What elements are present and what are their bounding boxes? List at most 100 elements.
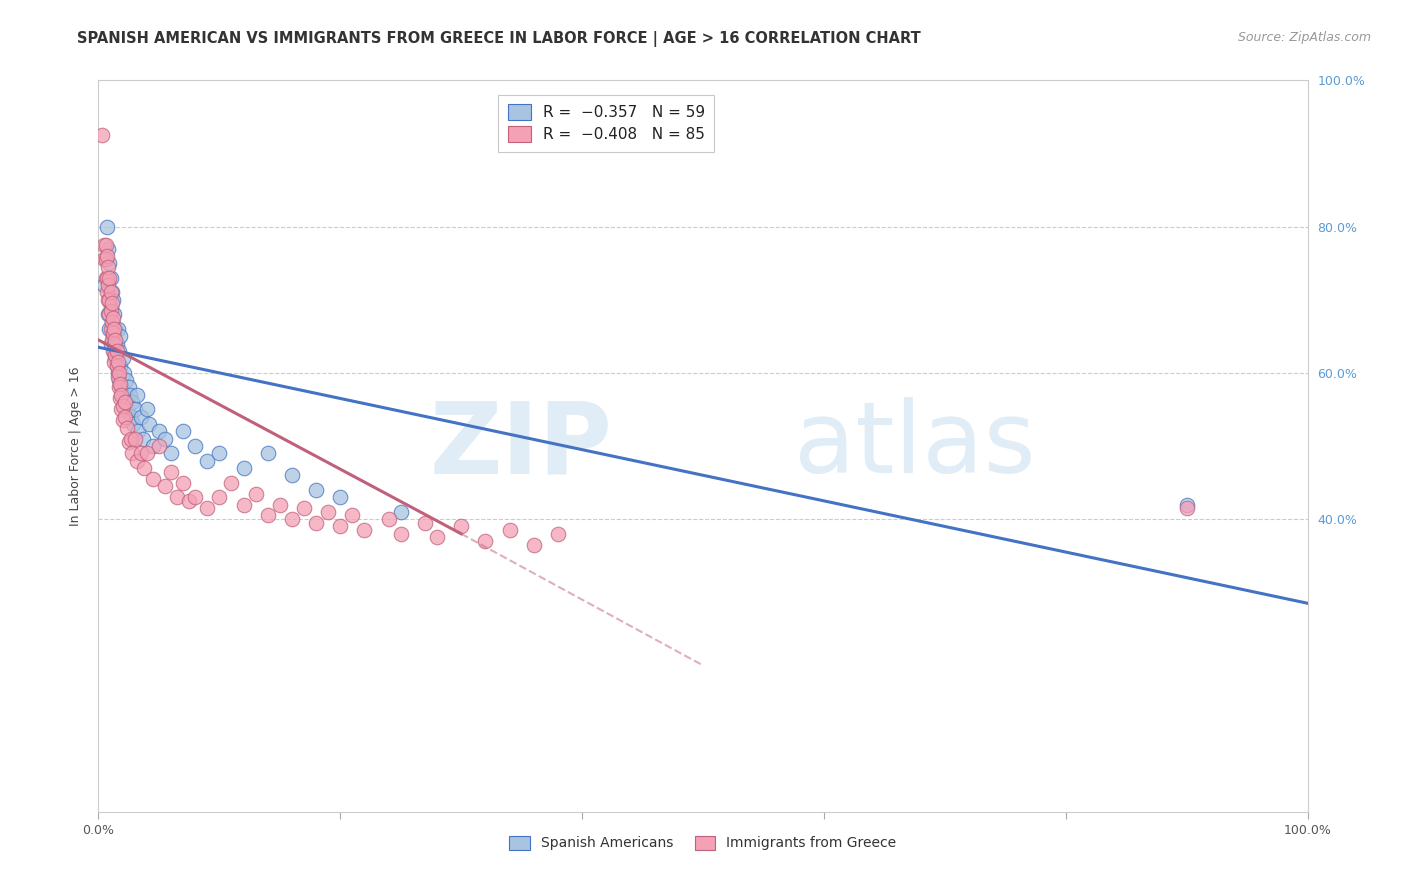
Point: [305, 516, 328, 530]
Point: [111, 351, 134, 366]
Point: [450, 519, 472, 533]
Point: [160, 465, 183, 479]
Point: [97, 260, 120, 274]
Point: [94, 252, 117, 267]
Point: [135, 402, 157, 417]
Point: [101, 293, 124, 307]
Point: [195, 501, 218, 516]
Point: [107, 366, 129, 380]
Point: [305, 483, 328, 497]
Point: [93, 252, 115, 267]
Point: [127, 388, 149, 402]
Point: [107, 355, 129, 369]
Point: [103, 343, 125, 358]
Point: [118, 435, 141, 450]
Point: [179, 494, 201, 508]
Text: Source: ZipAtlas.com: Source: ZipAtlas.com: [1237, 31, 1371, 45]
Point: [93, 237, 115, 252]
Point: [105, 336, 128, 351]
Point: [153, 432, 176, 446]
Point: [100, 322, 122, 336]
Point: [98, 270, 121, 285]
Point: [166, 490, 188, 504]
Point: [108, 376, 131, 391]
Point: [97, 307, 120, 321]
Point: [256, 508, 278, 523]
Point: [124, 402, 146, 417]
Point: [122, 417, 145, 431]
Point: [101, 343, 124, 358]
Point: [114, 409, 136, 424]
Point: [148, 439, 170, 453]
Point: [127, 453, 149, 467]
Point: [523, 538, 546, 552]
Text: atlas: atlas: [793, 398, 1035, 494]
Point: [100, 303, 122, 318]
Point: [117, 402, 139, 417]
Legend: Spanish Americans, Immigrants from Greece: Spanish Americans, Immigrants from Greec…: [503, 830, 903, 856]
Point: [105, 343, 128, 358]
Point: [118, 388, 141, 402]
Point: [134, 461, 156, 475]
Point: [120, 432, 142, 446]
Point: [100, 336, 122, 351]
Point: [103, 336, 125, 351]
Point: [108, 359, 131, 373]
Point: [94, 237, 117, 252]
Point: [121, 446, 143, 460]
Point: [474, 534, 496, 549]
Point: [232, 498, 254, 512]
Point: [208, 446, 231, 460]
Point: [232, 461, 254, 475]
Point: [104, 333, 127, 347]
Point: [104, 351, 127, 366]
Point: [112, 366, 135, 380]
Point: [100, 333, 122, 347]
Point: [148, 425, 170, 439]
Point: [426, 530, 449, 544]
Point: [100, 270, 122, 285]
Point: [100, 285, 122, 300]
Point: [208, 490, 231, 504]
Point: [353, 523, 375, 537]
Point: [127, 425, 149, 439]
Point: [100, 315, 122, 329]
Point: [245, 486, 267, 500]
Point: [108, 392, 131, 406]
Point: [93, 278, 115, 293]
Point: [115, 373, 138, 387]
Point: [97, 293, 120, 307]
Point: [108, 329, 131, 343]
Point: [108, 373, 131, 387]
Point: [114, 395, 136, 409]
Point: [377, 512, 399, 526]
Point: [108, 366, 131, 380]
Point: [281, 512, 304, 526]
Point: [100, 315, 122, 329]
Point: [135, 446, 157, 460]
Point: [172, 475, 194, 490]
Point: [329, 490, 352, 504]
Point: [120, 409, 142, 424]
Point: [281, 468, 304, 483]
Point: [104, 322, 127, 336]
Point: [111, 388, 134, 402]
Point: [96, 270, 118, 285]
Point: [110, 380, 132, 394]
Point: [269, 498, 291, 512]
Point: [101, 310, 124, 325]
Point: [110, 402, 132, 417]
Point: [104, 347, 127, 362]
Point: [94, 270, 117, 285]
Point: [103, 322, 125, 336]
Point: [121, 395, 143, 409]
Point: [111, 399, 134, 413]
Point: [100, 285, 122, 300]
Point: [124, 432, 146, 446]
Point: [98, 322, 121, 336]
Point: [292, 501, 315, 516]
Point: [118, 380, 141, 394]
Point: [142, 472, 165, 486]
Point: [110, 388, 132, 402]
Point: [98, 307, 121, 321]
